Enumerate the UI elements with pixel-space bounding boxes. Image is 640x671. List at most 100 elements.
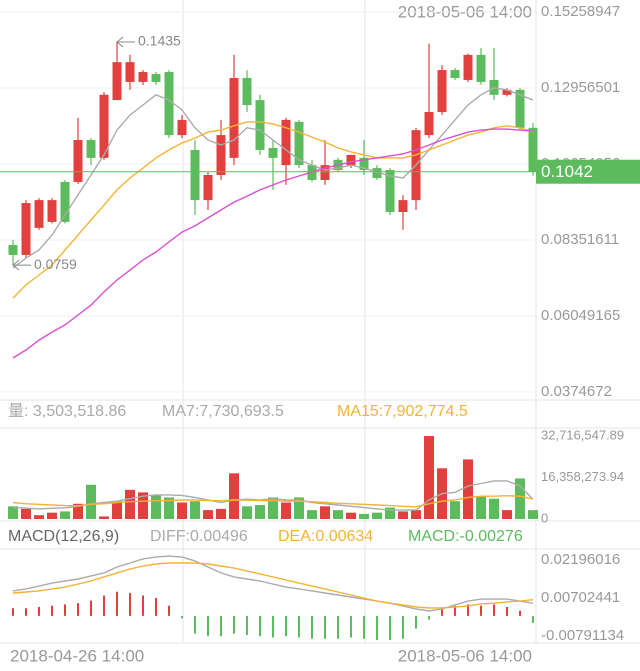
volume-bar xyxy=(125,489,135,519)
candle-body xyxy=(528,127,538,172)
candle-body xyxy=(424,111,434,136)
volume-bar xyxy=(515,478,525,519)
volume-bar xyxy=(528,510,538,519)
volume-bar xyxy=(502,510,512,519)
legend-entry: 量: 3,503,518.86 xyxy=(8,403,126,420)
legend-entry: MA7:7,730,693.5 xyxy=(162,403,284,420)
macd-bar xyxy=(454,605,456,616)
legend-entry: DIFF:0.00496 xyxy=(150,528,248,545)
volume-bar xyxy=(268,497,278,519)
annotation-label: 0.1435 xyxy=(138,33,181,49)
candle-body xyxy=(268,147,278,158)
volume-bar xyxy=(216,508,226,519)
volume-bar xyxy=(190,501,200,519)
candle-body xyxy=(138,72,148,82)
volume-bar xyxy=(203,510,213,519)
candle-body xyxy=(242,77,252,106)
volume-bar xyxy=(281,502,291,519)
candle-body xyxy=(151,74,161,82)
volume-bar xyxy=(372,512,382,519)
candle-body xyxy=(21,203,31,255)
volume-bar xyxy=(73,503,83,519)
candle-body xyxy=(34,200,44,228)
candle-body xyxy=(359,157,369,171)
x-axis-label: 2018-04-26 14:00 xyxy=(10,646,144,665)
candle-body xyxy=(203,175,213,201)
candle-body xyxy=(398,200,408,212)
volume-bar xyxy=(8,506,18,519)
candle-body xyxy=(294,121,304,166)
y-tick-label: 0.00702441 xyxy=(541,589,620,606)
candle-body xyxy=(190,149,200,201)
annotation-label: 0.0759 xyxy=(34,256,77,272)
volume-bar xyxy=(385,507,395,519)
macd-bar xyxy=(207,615,209,637)
candle-body xyxy=(476,54,486,82)
volume-bar xyxy=(411,510,421,519)
macd-bar xyxy=(285,615,287,637)
indicator-line xyxy=(12,121,534,299)
macd-bar xyxy=(402,615,404,639)
macd-bar xyxy=(90,600,92,616)
annotation-arrowhead xyxy=(12,259,20,271)
candle-body xyxy=(229,77,239,158)
volume-bar xyxy=(489,498,499,519)
volume-bar xyxy=(47,512,57,519)
frame xyxy=(0,0,640,644)
volume-bar xyxy=(229,473,239,519)
macd-bar xyxy=(220,615,222,637)
macd-bar xyxy=(441,608,443,616)
y-tick-label: 0.08351611 xyxy=(541,231,619,248)
candle-body xyxy=(47,200,57,222)
indicator-line xyxy=(12,128,534,359)
candle-body xyxy=(255,100,265,150)
volume-bar xyxy=(60,511,70,519)
volume-bar xyxy=(21,508,31,519)
macd-bar xyxy=(25,608,27,616)
volume-bar xyxy=(177,502,187,519)
macd-bar xyxy=(155,598,157,616)
indicator-line xyxy=(12,494,534,508)
macd-bar xyxy=(51,605,53,616)
y-tick-label: -0.00791134 xyxy=(541,627,624,644)
volume-bar xyxy=(112,501,122,519)
legend-entry: MACD(12,26,9) xyxy=(8,528,119,545)
macd-bar xyxy=(142,595,144,616)
macd-bar xyxy=(77,603,79,616)
y-tick-label: 0.15258947 xyxy=(541,3,620,20)
macd-bar xyxy=(64,604,66,616)
indicator-line xyxy=(12,562,534,609)
macd-bar xyxy=(129,592,131,616)
volume-bar xyxy=(463,459,473,519)
legend-entry: DEA:0.00634 xyxy=(278,528,373,545)
macd-bar xyxy=(415,615,417,629)
macd-bar xyxy=(272,615,274,638)
annotation-arrowhead xyxy=(116,36,124,48)
macd-bar xyxy=(493,604,495,616)
candle-body xyxy=(73,140,83,182)
candle-body xyxy=(281,119,291,166)
macd-bar xyxy=(12,608,14,616)
volume-bar xyxy=(86,484,96,519)
macd-bar xyxy=(181,615,183,619)
macd-bar xyxy=(519,610,521,616)
candle-body xyxy=(177,119,187,136)
y-tick-label: 0.06049165 xyxy=(541,307,620,324)
macd-bar xyxy=(337,615,339,639)
macd-bar xyxy=(233,615,235,634)
macd-bar xyxy=(532,615,534,623)
volume-bar xyxy=(138,492,148,519)
volume-bar xyxy=(424,436,434,519)
volume-bar xyxy=(294,497,304,519)
candle-body xyxy=(86,140,96,158)
volume-bar xyxy=(164,497,174,519)
volume-bar xyxy=(450,501,460,519)
candle-body xyxy=(125,62,135,82)
candle-body xyxy=(385,170,395,212)
volume-bar xyxy=(398,511,408,519)
volume-bar xyxy=(242,506,252,519)
macd-bar xyxy=(376,615,378,641)
y-tick-label: 0.0374672 xyxy=(541,383,612,400)
macd-bar xyxy=(389,615,391,641)
